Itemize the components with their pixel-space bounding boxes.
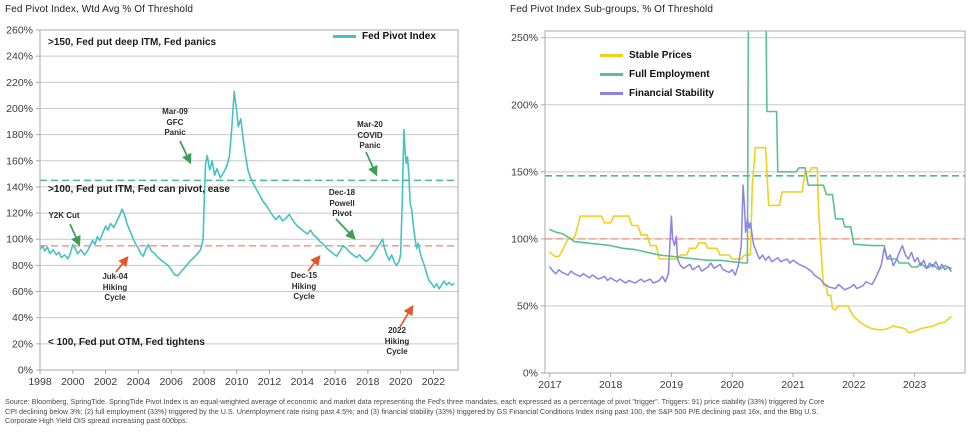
fed-pivot-index-line [40, 90, 455, 290]
dec18-arrow-icon [335, 218, 356, 240]
y-axis-label: 180% [6, 129, 33, 141]
y-axis-label: 200% [511, 99, 538, 111]
right-legend: Stable Prices Full Employment Financial … [600, 50, 714, 99]
zone-label-itm: >100, Fed put ITM, Fed can pivot, ease [48, 184, 230, 195]
legend-item-fed-pivot-index: Fed Pivot Index [333, 31, 436, 42]
2022-arrow-icon [399, 304, 414, 328]
x-axis-label: 2017 [538, 379, 562, 391]
y-axis-label: 20% [12, 338, 33, 350]
annotation-dec15-hiking-cycle: Dec-15 Hiking Cycle [290, 271, 318, 301]
source-footnote: Source: Bloomberg, SpringTide. SpringTid… [5, 397, 824, 426]
y-axis-label: 200% [6, 103, 33, 115]
y-axis-label: 160% [6, 155, 33, 167]
x-axis-label: 2020 [721, 379, 745, 391]
x-axis-label: 2002 [94, 376, 118, 388]
y-axis-label: 40% [12, 312, 33, 324]
x-axis-label: 2012 [258, 376, 282, 388]
x-axis-label: 2023 [903, 379, 927, 391]
x-axis-label: 2018 [599, 379, 623, 391]
y-axis-label: 140% [6, 181, 33, 193]
financial-stability-line [549, 184, 952, 291]
right-chart-title: Fed Pivot Index Sub-groups, % Of Thresho… [510, 4, 714, 15]
left-chart-title: Fed Pivot Index, Wtd Avg % Of Threshold [5, 4, 194, 15]
annotation-2022-hiking-cycle: 2022 Hiking Cycle [384, 326, 410, 356]
fed-pivot-index-chart: 0% 20% 40% 60% 80% 100% 120% 140% 160% 180% 200% 22… [6, 25, 459, 388]
legend-label: Financial Stability [629, 88, 715, 99]
stable-prices-line [549, 146, 952, 334]
x-axis-label: 2018 [356, 376, 380, 388]
y2k-cut-arrow-icon [69, 223, 81, 247]
legend-item-full-employment: Full Employment [600, 69, 714, 80]
x-axis-label: 2020 [389, 376, 413, 388]
left-legend: Fed Pivot Index [333, 31, 436, 42]
mar09-arrow-icon [179, 140, 192, 165]
y-axis-label: 0% [18, 365, 33, 377]
x-axis-label: 2022 [422, 376, 446, 388]
y-axis-label: 0% [523, 368, 538, 380]
x-axis-label: 2008 [192, 376, 216, 388]
x-axis-label: 2022 [842, 379, 866, 391]
x-axis-label: 2021 [781, 379, 805, 391]
zone-label-otm: < 100, Fed put OTM, Fed tightens [48, 337, 205, 348]
stable-prices-line-swatch [600, 54, 623, 57]
legend-item-stable-prices: Stable Prices [600, 50, 714, 61]
y-axis-label: 80% [12, 260, 33, 272]
x-axis-label: 2014 [291, 376, 315, 388]
x-axis-label: 1998 [28, 376, 52, 388]
jul04-arrow-icon [115, 255, 129, 273]
plot-border [544, 30, 966, 374]
source-line: CPI declining below 3%; (2) full employm… [5, 406, 819, 416]
plot-border [39, 29, 459, 371]
zone-label-deep-itm: >150, Fed put deep ITM, Fed panics [48, 37, 217, 48]
source-line: Corporate High Yield OIS spread increasi… [5, 416, 188, 426]
y-axis-label: 240% [6, 51, 33, 63]
fed-pivot-index-line-swatch [333, 35, 356, 38]
x-axis-label: 2010 [225, 376, 249, 388]
legend-item-financial-stability: Financial Stability [600, 88, 714, 99]
sub-groups-chart: 0% 50% 100% 150% 200% 250% 2017 2018 2019 2020 202… [511, 30, 966, 391]
y-axis-label: 60% [12, 286, 33, 298]
source-line: Source: Bloomberg, SpringTide. SpringTid… [5, 397, 825, 406]
y-axis-label: 50% [517, 300, 538, 312]
x-axis-label: 2004 [127, 376, 151, 388]
y-axis-label: 100% [6, 234, 33, 246]
y-axis-label: 250% [511, 32, 538, 44]
x-axis-label: 2019 [660, 379, 684, 391]
legend-label: Fed Pivot Index [362, 31, 436, 42]
financial-stability-line-swatch [600, 92, 623, 95]
y-axis-label: 100% [511, 233, 538, 245]
dec15-arrow-icon [307, 254, 321, 272]
y-axis-label: 150% [511, 166, 538, 178]
x-axis-label: 2006 [159, 376, 183, 388]
y-axis-label: 260% [6, 25, 33, 37]
legend-label: Stable Prices [629, 50, 692, 61]
annotation-y2k-cut: Y2K Cut [48, 211, 80, 220]
annotation-mar09-gfc-panic: Mar-09 GFC Panic [162, 107, 188, 137]
annotation-mar20-covid-panic: Mar-20 COVID Panic [357, 120, 383, 150]
full-employment-line [549, 31, 952, 271]
mar20-arrow-icon [365, 151, 378, 177]
annotation-dec18-powell-pivot: Dec-18 Powell Pivot [328, 188, 356, 218]
legend-label: Full Employment [629, 69, 710, 80]
y-axis-label: 120% [6, 208, 33, 220]
full-employment-line-swatch [600, 73, 623, 76]
annotation-jul04-hiking-cycle: Juk-04 Hiking Cycle [102, 272, 128, 302]
x-axis-label: 2016 [323, 376, 347, 388]
y-axis-label: 220% [6, 77, 33, 89]
x-axis-label: 2000 [61, 376, 85, 388]
